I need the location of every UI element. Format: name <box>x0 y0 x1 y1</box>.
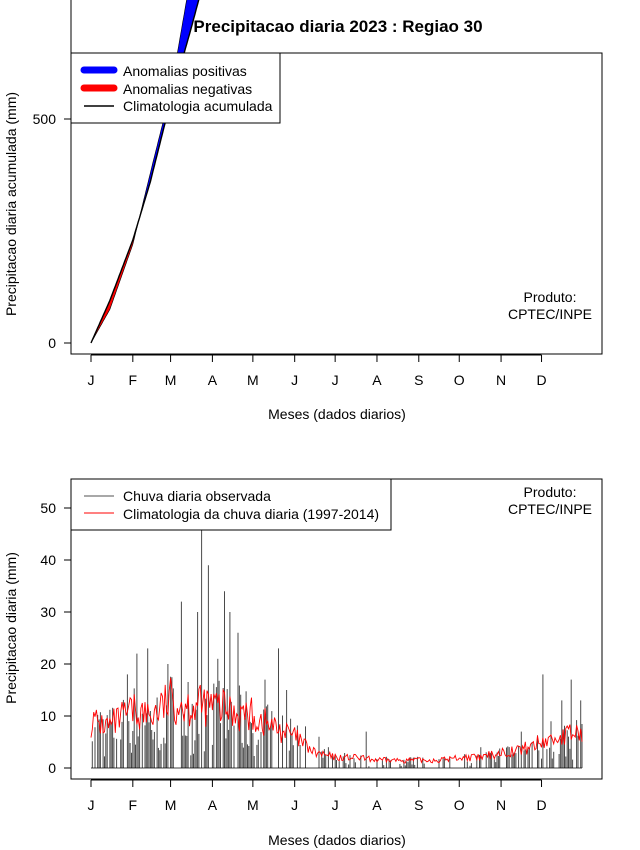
legend-label-positive: Anomalias positivas <box>123 63 247 79</box>
cumulative-x-axis-label: Meses (dados diarios) <box>268 406 406 422</box>
cumulative-x-tick-label: M <box>247 372 259 388</box>
daily-y-tick-label: 20 <box>40 656 56 672</box>
daily-x-tick-label: A <box>372 797 382 813</box>
cumulative-y-axis-label: Precipitacao diaria acumulada (mm) <box>3 92 19 316</box>
legend-label-observed: Chuva diaria observada <box>123 488 271 504</box>
daily-x-tick-label: M <box>247 797 259 813</box>
daily-x-tick-label: J <box>88 797 95 813</box>
daily-x-tick-label: O <box>454 797 465 813</box>
cumulative-x-tick-label: J <box>332 372 339 388</box>
daily-y-tick-label: 40 <box>40 552 56 568</box>
legend-label-climatology: Climatologia acumulada <box>123 98 273 114</box>
cumulative-x-tick-label: D <box>536 372 546 388</box>
cumulative-x-tick-label: A <box>208 372 218 388</box>
daily-y-tick-label: 10 <box>40 708 56 724</box>
cumulative-x-tick-label: J <box>88 372 95 388</box>
daily-x-tick-label: F <box>129 797 138 813</box>
legend-label-daily-climatology: Climatologia da chuva diaria (1997-2014) <box>123 506 379 522</box>
cumulative-x-tick-label: N <box>496 372 506 388</box>
daily-x-tick-label: M <box>165 797 177 813</box>
daily-x-tick-label: S <box>414 797 423 813</box>
daily-legend: Chuva diaria observada Climatologia da c… <box>70 478 392 531</box>
cumulative-annotation-line-2: CPTEC/INPE <box>508 306 592 322</box>
daily-annotation-line-2: CPTEC/INPE <box>508 501 592 517</box>
cumulative-y-tick-label: 0 <box>48 335 56 351</box>
daily-y-axis-label: Precipitacao diaria (mm) <box>3 552 19 704</box>
daily-x-tick-label: N <box>496 797 506 813</box>
legend-label-negative: Anomalias negativas <box>123 81 252 97</box>
daily-y-tick-label: 50 <box>40 500 56 516</box>
daily-x-tick-label: J <box>291 797 298 813</box>
cumulative-x-tick-label: J <box>291 372 298 388</box>
daily-annotation-line-1: Produto: <box>524 484 577 500</box>
cumulative-panel: JFMAMJJASOND050010001500 Meses (dados di… <box>3 0 603 422</box>
daily-panel: J F M A M J J A S O N D 0 10 20 30 40 50 Meses (dados dia… <box>3 478 603 848</box>
daily-y-tick-label: 0 <box>48 760 56 776</box>
cumulative-x-tick-label: S <box>414 372 423 388</box>
cumulative-x-tick-label: O <box>454 372 465 388</box>
cumulative-x-tick-label: A <box>372 372 382 388</box>
daily-x-tick-label: D <box>536 797 546 813</box>
daily-climatology-line <box>90 677 583 764</box>
cumulative-plot-area <box>90 0 200 344</box>
daily-legend-box <box>70 478 392 531</box>
daily-y-tick-label: 30 <box>40 604 56 620</box>
cumulative-y-tick-label: 500 <box>33 111 57 127</box>
cumulative-annotation-line-1: Produto: <box>524 289 577 305</box>
cumulative-x-tick-label: M <box>165 372 177 388</box>
daily-x-axis-label: Meses (dados diarios) <box>268 832 406 848</box>
chart-title: Precipitacao diaria 2023 : Regiao 30 <box>193 17 482 36</box>
daily-x-tick-label: A <box>208 797 218 813</box>
cumulative-axes: JFMAMJJASOND050010001500 <box>33 0 547 388</box>
cumulative-x-tick-label: F <box>129 372 138 388</box>
climatology-cumulative-line <box>90 0 200 344</box>
daily-axes: J F M A M J J A S O N D 0 10 20 30 40 50 <box>40 500 546 813</box>
daily-plot-area <box>90 523 583 769</box>
cumulative-legend: Anomalias positivas Anomalias negativas … <box>70 52 281 124</box>
daily-x-tick-label: J <box>332 797 339 813</box>
